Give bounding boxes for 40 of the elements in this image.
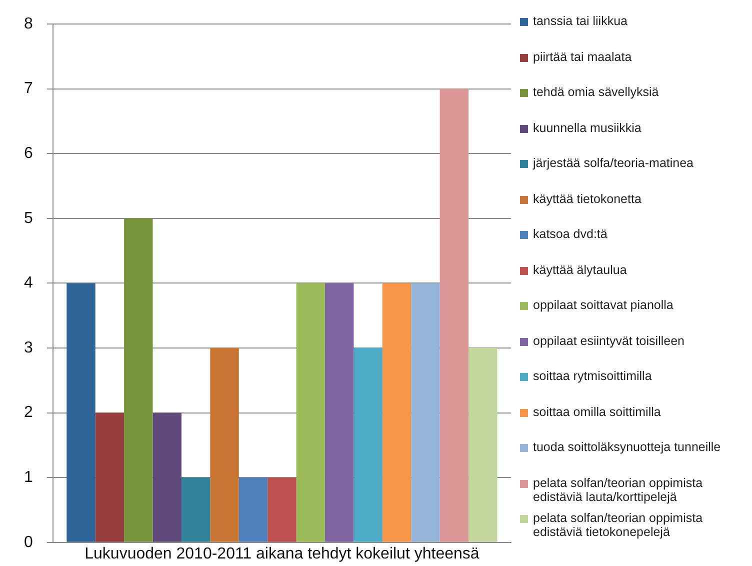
bar [468, 348, 498, 542]
bar [268, 478, 296, 542]
legend-label: oppilaat soittavat pianolla [533, 298, 674, 312]
legend-label: pelata solfan/teorian oppimista edistäviä tietokonepelejä [533, 511, 704, 539]
bar [325, 283, 354, 542]
bar [382, 283, 412, 542]
legend-label: katsoa dvd:tä [533, 227, 608, 241]
bar [66, 283, 96, 542]
bar [210, 348, 239, 542]
legend-label: käyttää älytaulua [533, 262, 627, 276]
legend-label: kuunnella musiikkia [533, 120, 642, 134]
y-tick-label: 4 [24, 274, 33, 292]
bar [152, 412, 182, 542]
bar [296, 283, 326, 542]
y-tick-label: 1 [24, 469, 33, 486]
x-tick-label: Lukuvuoden 2010-2011 aikana tehdyt kokeilut yhteensä [84, 545, 480, 562]
bar [440, 88, 469, 542]
y-tick-label: 7 [24, 80, 33, 98]
y-tick-label: 5 [24, 210, 33, 227]
legend-label: tanssia tai liikkua [533, 14, 628, 28]
bar [124, 218, 153, 542]
bar [238, 478, 268, 542]
bar [181, 478, 210, 542]
y-tick-label: 3 [24, 339, 33, 356]
legend-label: soittaa omilla soittimilla [533, 404, 661, 418]
legend-label: pelata solfan/teorian oppimista edistäviä lauta/korttipelejä [533, 476, 704, 504]
legend-label: käyttää tietokonetta [533, 192, 642, 206]
legend-label: tuoda soittoläksynuotteja tunneille [533, 440, 721, 454]
legend-label: soittaa rytmisoittimilla [533, 369, 652, 383]
y-tick-label: 0 [24, 534, 33, 551]
y-tick-label: 8 [24, 15, 33, 32]
legend-label: oppilaat esiintyvät toisilleen [533, 334, 684, 348]
y-tick-label: 6 [24, 145, 33, 162]
bar [95, 412, 124, 542]
bar [411, 283, 440, 542]
legend-label: piirtää tai maalata [533, 50, 632, 64]
legend-label: tehdä omia sävellyksiä [533, 85, 659, 99]
bar [354, 348, 382, 542]
legend-label: järjestää solfa/teoria-matinea [533, 156, 694, 170]
y-tick-label: 2 [24, 404, 33, 422]
